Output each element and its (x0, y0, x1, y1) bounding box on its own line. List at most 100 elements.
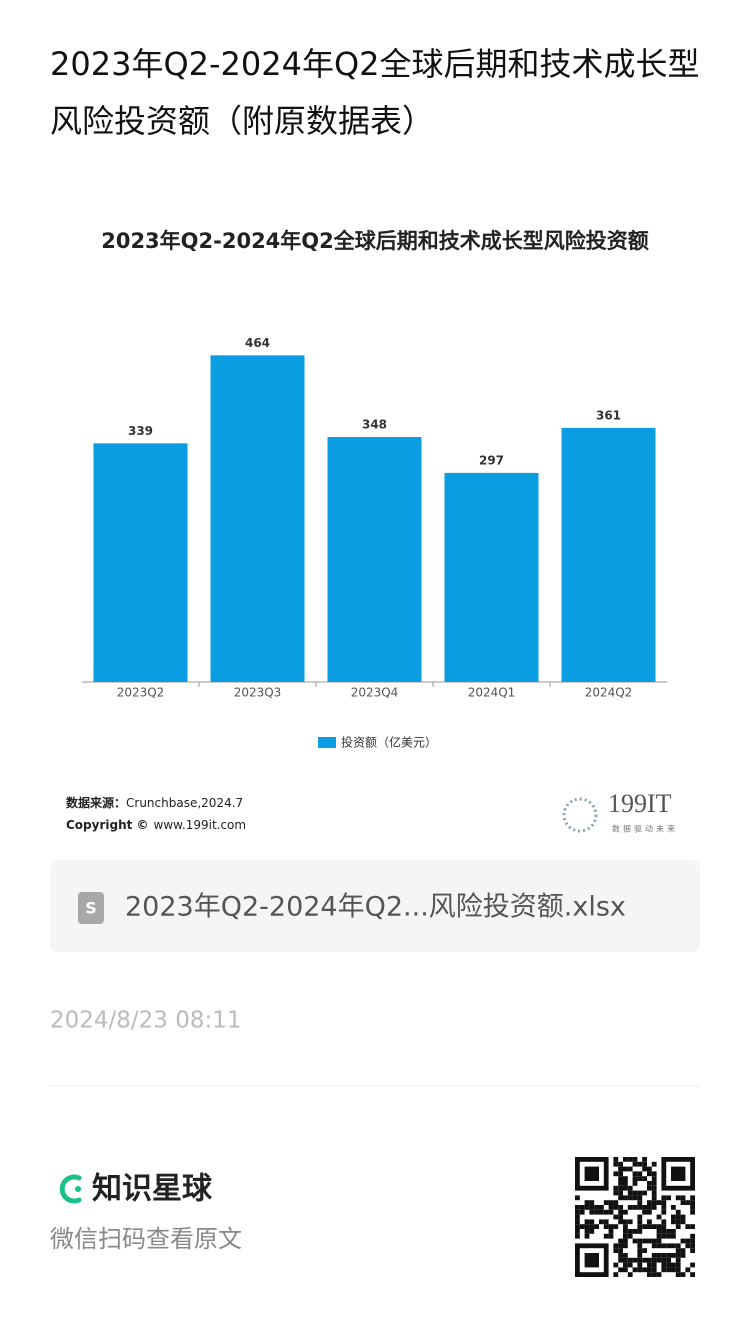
qr-module (575, 1214, 580, 1220)
qr-module (632, 1181, 638, 1186)
qr-module (656, 1229, 662, 1234)
qr-module (618, 1209, 623, 1215)
qr-module (680, 1195, 686, 1201)
qr-module (656, 1253, 662, 1258)
qr-module (623, 1262, 628, 1268)
qr-module (685, 1200, 691, 1205)
qr-module (603, 1209, 609, 1215)
copyright-value: www.199it.com (154, 818, 247, 832)
qr-module (627, 1257, 633, 1263)
qr-module (584, 1224, 590, 1229)
qr-module (685, 1267, 691, 1273)
qr-module (627, 1205, 633, 1210)
qr-module (594, 1224, 599, 1229)
qr-module (637, 1190, 643, 1196)
x-tick-label: 2023Q2 (117, 686, 165, 700)
qr-module (579, 1209, 585, 1215)
qr-module (603, 1233, 609, 1239)
qr-module (671, 1267, 676, 1273)
qr-module (613, 1161, 619, 1167)
qr-module (661, 1233, 667, 1239)
qr-module (613, 1205, 619, 1210)
qr-module (618, 1253, 623, 1258)
qr-module (656, 1214, 662, 1220)
qr-module (618, 1219, 623, 1225)
qr-module (627, 1262, 633, 1268)
qr-module (647, 1209, 652, 1215)
qr-module (661, 1205, 667, 1210)
qr-module (637, 1200, 643, 1205)
qr-module (627, 1185, 633, 1191)
qr-module (647, 1219, 652, 1225)
copyright: Copyright © www.199it.com (66, 818, 246, 832)
qr-module (627, 1157, 633, 1162)
qr-module (618, 1248, 623, 1253)
qr-module (637, 1205, 643, 1210)
qr-module (589, 1209, 595, 1215)
qr-module (651, 1238, 657, 1244)
qr-module (647, 1200, 652, 1205)
qr-module (575, 1195, 580, 1201)
qr-finder (575, 1157, 609, 1191)
qr-module (613, 1262, 619, 1268)
qr-module (623, 1157, 628, 1162)
logo-tagline: 数据驱动未来 (612, 824, 678, 834)
qr-module (584, 1229, 590, 1234)
qr-module (642, 1209, 647, 1215)
qr-module (647, 1171, 652, 1177)
qr-code[interactable] (575, 1157, 695, 1278)
qr-module (613, 1157, 619, 1162)
attachment-card[interactable] (50, 860, 700, 952)
data-label: 348 (362, 418, 387, 432)
x-tick-label: 2024Q1 (468, 686, 516, 700)
qr-module (651, 1253, 657, 1258)
qr-module (613, 1190, 619, 1196)
qr-module (637, 1267, 643, 1273)
qr-module (690, 1248, 695, 1253)
qr-module (671, 1243, 676, 1249)
attachment-filename[interactable]: 2023年Q2-2024年Q2...风险投资额.xlsx (125, 892, 626, 923)
qr-module (647, 1185, 652, 1191)
qr-module (618, 1166, 623, 1172)
qr-module (584, 1200, 590, 1205)
qr-module (651, 1200, 657, 1205)
qr-module (637, 1171, 643, 1177)
qr-module (608, 1209, 614, 1215)
qr-module (623, 1238, 628, 1244)
qr-module (575, 1209, 580, 1215)
bar (210, 355, 305, 682)
qr-module (623, 1224, 628, 1229)
qr-module (594, 1209, 599, 1215)
qr-module (666, 1253, 671, 1258)
qr-module (637, 1224, 643, 1229)
qr-module (651, 1195, 657, 1201)
qr-module (589, 1229, 595, 1234)
qr-module (690, 1233, 695, 1239)
qr-module (656, 1224, 662, 1229)
qr-module (685, 1238, 691, 1244)
qr-module (637, 1219, 643, 1225)
qr-module (690, 1205, 695, 1210)
qr-module (632, 1257, 638, 1263)
qr-module (632, 1161, 638, 1167)
qr-module (661, 1243, 667, 1249)
qr-module (627, 1190, 633, 1196)
qr-module (637, 1257, 643, 1263)
qr-module (642, 1205, 647, 1210)
qr-module (671, 1219, 676, 1225)
qr-module (575, 1219, 580, 1225)
qr-module (661, 1219, 667, 1225)
qr-module (623, 1229, 628, 1234)
qr-module (651, 1176, 657, 1181)
qr-module (642, 1267, 647, 1273)
qr-module (613, 1272, 619, 1277)
qr-module (584, 1233, 590, 1239)
bar (93, 443, 188, 682)
qr-module (613, 1214, 619, 1220)
brand: 知识星球 (92, 1172, 213, 1207)
qr-module (613, 1171, 619, 1177)
qr-module (647, 1238, 652, 1244)
qr-module (651, 1190, 657, 1196)
